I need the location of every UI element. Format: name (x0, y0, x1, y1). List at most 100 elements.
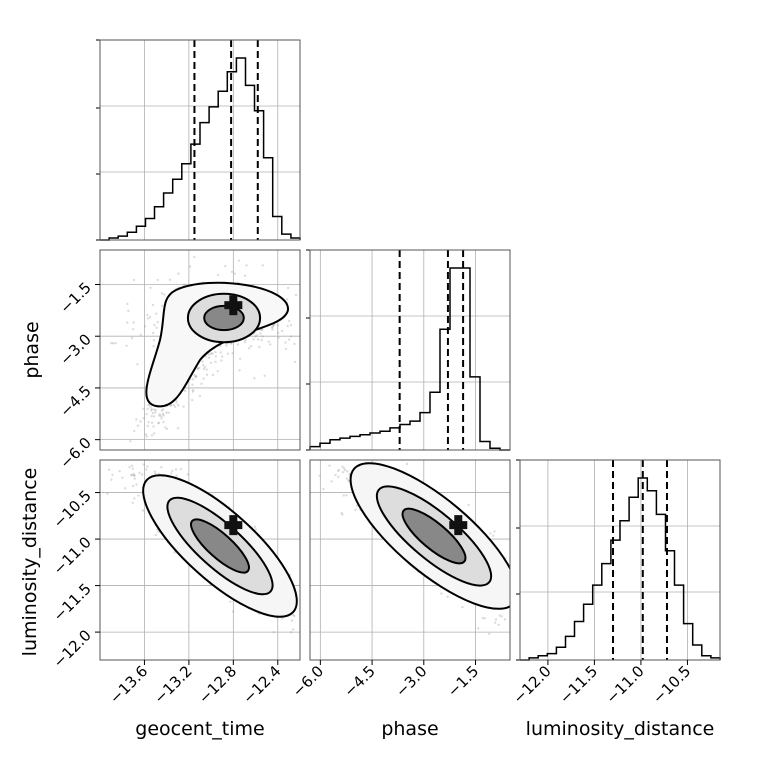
sample-point (290, 619, 294, 622)
hist-panel-luminosity_distance (516, 459, 721, 661)
sample-point (151, 303, 155, 307)
panel-frame (99, 249, 301, 451)
x-tick-label: −12.8 (195, 662, 240, 707)
sample-point (253, 525, 257, 528)
sample-point (245, 264, 248, 267)
sample-point (175, 401, 178, 404)
sample-point (176, 427, 180, 430)
sample-point (341, 465, 344, 468)
sample-point (156, 278, 159, 282)
sample-point (160, 292, 164, 295)
sample-point (208, 353, 211, 356)
sample-point (151, 331, 155, 335)
sample-point (137, 494, 140, 497)
sample-point (184, 283, 187, 286)
sample-point (354, 508, 357, 512)
panel-body (106, 463, 298, 634)
sample-point (168, 278, 172, 281)
scatter-panel-geocent_time-vs-phase (99, 249, 301, 451)
sample-point (248, 347, 251, 350)
contour-inner (203, 304, 245, 332)
sample-point (152, 339, 156, 342)
sample-point (289, 631, 293, 634)
sample-point (346, 470, 349, 473)
sample-point (154, 411, 157, 414)
sample-point (342, 494, 345, 497)
sample-point (173, 551, 176, 554)
sample-point (226, 352, 230, 355)
sample-point (286, 286, 290, 290)
sample-point (139, 333, 142, 336)
sample-point (260, 328, 264, 331)
sample-point (260, 338, 263, 342)
xlabel-phase: phase (381, 718, 438, 740)
sample-point (118, 470, 121, 473)
sample-point (467, 503, 470, 507)
sample-point (254, 335, 257, 338)
sample-point (141, 473, 144, 476)
sample-point (446, 595, 449, 598)
sample-point (161, 412, 165, 416)
sample-point (261, 264, 264, 267)
sample-point (481, 616, 484, 620)
sample-point (201, 364, 205, 367)
sample-point (343, 469, 346, 472)
hist-panel-phase (306, 249, 511, 451)
sample-point (162, 420, 165, 424)
sample-point (130, 473, 133, 477)
sample-point (219, 344, 222, 348)
panel-body (318, 462, 510, 635)
sample-point (162, 414, 165, 417)
sample-point (289, 323, 293, 327)
sample-point (110, 342, 113, 345)
sample-point (142, 417, 145, 420)
sample-point (483, 617, 487, 620)
sample-point (133, 497, 136, 500)
sample-point (172, 403, 175, 407)
x-tick-label: −10.5 (649, 662, 694, 707)
sample-point (158, 414, 161, 417)
sample-point (174, 468, 178, 471)
sample-point (347, 479, 350, 482)
sample-point (126, 302, 129, 306)
histogram-step-geocent_time (100, 57, 301, 241)
sample-point (136, 363, 139, 366)
sample-point (337, 475, 340, 478)
sample-point (272, 323, 276, 327)
sample-point (135, 418, 138, 421)
panel-background (310, 250, 510, 450)
sample-point (175, 474, 178, 477)
sample-point (238, 357, 242, 361)
sample-point (231, 610, 235, 613)
panel-body (110, 255, 298, 443)
sample-point (267, 340, 270, 343)
sample-point (124, 487, 127, 490)
sample-point (160, 409, 164, 412)
sample-point (146, 407, 149, 411)
sample-point (196, 367, 199, 370)
sample-point (143, 386, 146, 389)
y-tick-label: −11.0 (50, 533, 95, 578)
sample-point (289, 335, 293, 338)
y-tick-label: −12.0 (50, 626, 95, 671)
sample-point (203, 365, 206, 369)
sample-point (345, 494, 348, 497)
sample-point (157, 421, 160, 425)
sample-point (160, 466, 163, 469)
sample-point (195, 375, 198, 378)
sample-point (201, 360, 204, 363)
sample-point (159, 415, 163, 418)
histogram-step-phase (309, 267, 510, 451)
sample-point (229, 342, 232, 345)
sample-point (405, 462, 409, 466)
sample-point (244, 338, 247, 342)
sample-point (133, 474, 136, 477)
sample-point (243, 274, 247, 277)
sample-point (243, 341, 247, 344)
x-tick-label: −12.0 (510, 662, 555, 707)
sample-point (191, 390, 195, 393)
sample-point (153, 432, 156, 435)
x-tick-label: −4.5 (340, 662, 378, 700)
sample-point (161, 304, 164, 307)
sample-point (141, 509, 145, 512)
